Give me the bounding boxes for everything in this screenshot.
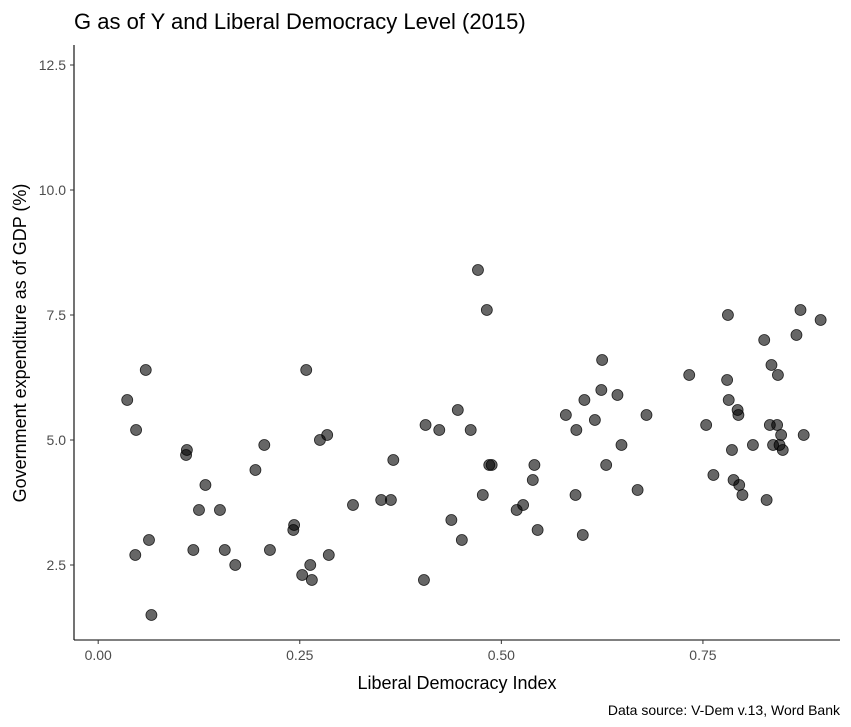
data-point [569,489,582,501]
data-point [595,384,608,396]
data-point [615,439,628,451]
y-axis-ticks: 2.5 5.0 7.5 10.0 12.5 [39,57,74,573]
data-point [776,444,789,456]
y-tick-label: 10.0 [39,182,66,198]
data-point [588,414,601,426]
x-axis-ticks: 0.00 0.25 0.50 0.75 [85,640,717,663]
data-point [559,409,572,421]
data-point [287,524,300,536]
data-point [180,449,192,461]
data-point [187,544,200,556]
data-point [631,484,644,496]
data-point [578,394,591,406]
data-point [480,304,493,316]
data-point [596,354,609,366]
data-point [455,534,468,546]
data-point [797,429,810,441]
data-point [304,559,317,571]
data-point [476,489,489,501]
points-layer [121,264,827,621]
data-point [528,459,541,471]
data-point [772,369,784,381]
x-tick-label: 0.75 [689,647,716,663]
data-point [790,329,803,341]
data-point [347,499,359,511]
data-point [707,469,720,481]
data-point [305,574,318,586]
data-point [214,504,226,516]
data-point [747,439,759,451]
y-tick-label: 7.5 [47,307,67,323]
data-point [771,419,784,431]
data-point [760,494,773,506]
data-point [600,459,613,471]
data-source-caption: Data source: V-Dem v.13, Word Bank [608,702,841,718]
data-point [726,444,738,456]
data-point [249,464,262,476]
data-point [229,559,242,571]
data-point [472,264,484,276]
data-point [130,424,142,436]
data-point [721,374,734,386]
data-point [794,304,807,316]
data-point [485,459,498,471]
data-point [570,424,583,436]
data-point [321,429,334,441]
data-point [143,534,155,546]
data-point [526,474,539,486]
data-point [433,424,446,436]
data-point [683,369,696,381]
data-point [445,514,458,526]
data-point [732,409,745,421]
data-point [517,499,530,511]
data-point [418,574,430,586]
data-point [258,439,271,451]
data-point [129,549,142,561]
data-point [387,454,400,466]
data-point [264,544,276,556]
data-point [322,549,335,561]
y-tick-label: 5.0 [47,432,67,448]
data-point [814,314,827,326]
data-point [139,364,152,376]
x-tick-label: 0.00 [85,647,112,663]
data-point [145,609,158,621]
data-point [765,359,778,371]
data-point [722,394,735,406]
x-tick-label: 0.50 [488,647,515,663]
data-point [384,494,397,506]
data-point [451,404,464,416]
data-point [296,569,309,581]
y-axis-title: Government expenditure as of GDP (%) [10,184,30,503]
x-axis-title: Liberal Democracy Index [357,673,556,693]
y-tick-label: 12.5 [39,57,66,73]
data-point [758,334,771,346]
data-point [193,504,205,516]
data-point [464,424,477,436]
data-point [611,389,624,401]
data-point [121,394,134,406]
data-point [700,419,713,431]
data-point [733,479,746,491]
data-point [531,524,544,536]
y-tick-label: 2.5 [47,557,67,573]
data-point [576,529,589,541]
data-point [419,419,432,431]
chart-title: G as of Y and Liberal Democracy Level (2… [74,9,526,34]
data-point [300,364,313,376]
x-tick-label: 0.25 [286,647,313,663]
data-point [199,479,212,491]
data-point [775,429,788,441]
data-point [640,409,653,421]
data-point [736,489,749,501]
data-point [218,544,231,556]
data-point [722,309,734,321]
